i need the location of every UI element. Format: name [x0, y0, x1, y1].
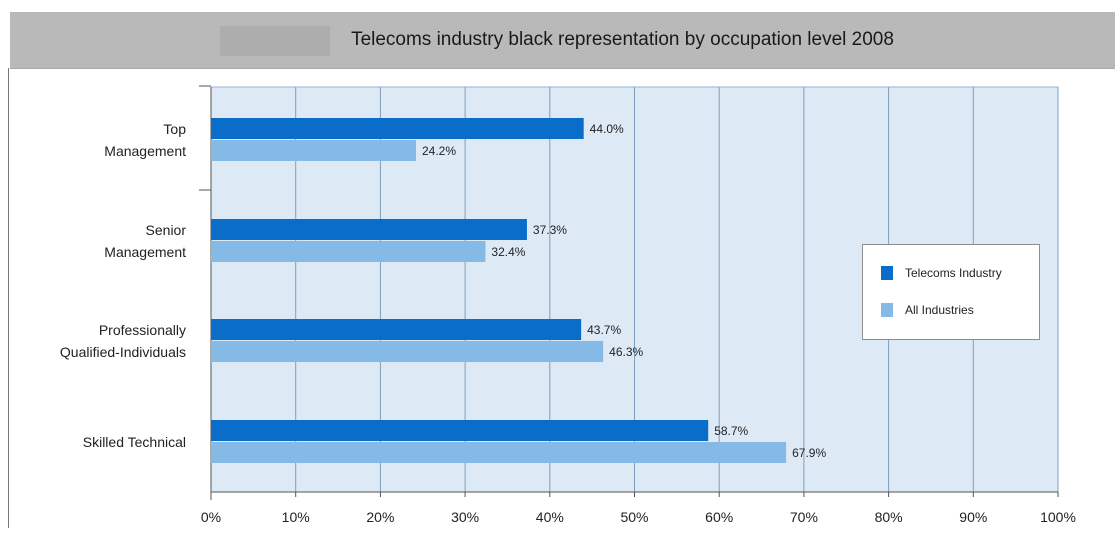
x-tick-label: 0%	[201, 509, 221, 525]
x-tick-label: 30%	[451, 509, 479, 525]
x-tick-label: 10%	[282, 509, 310, 525]
x-tick-label: 80%	[875, 509, 903, 525]
frame-left-edge	[8, 68, 9, 528]
x-tick-label: 70%	[790, 509, 818, 525]
x-tick-label: 20%	[366, 509, 394, 525]
bar-telecoms	[211, 219, 527, 240]
legend-swatch-telecoms	[881, 266, 893, 280]
chart-title: Telecoms industry black representation b…	[351, 29, 894, 50]
bar-telecoms	[211, 319, 582, 340]
x-tick-label: 50%	[620, 509, 648, 525]
x-tick-label: 60%	[705, 509, 733, 525]
category-label-line: Management	[104, 142, 186, 159]
category-label-line: Professionally	[98, 321, 186, 338]
legend-label-all-industries: All Industries	[905, 303, 974, 317]
chart-title-bar: Telecoms industry black representation b…	[10, 12, 1115, 69]
bar-all-industries	[211, 341, 604, 362]
data-label: 58.7%	[714, 424, 748, 438]
category-label-line: Senior	[145, 221, 186, 238]
data-label: 46.3%	[609, 345, 643, 359]
bar-all-industries	[211, 241, 486, 262]
data-label: 32.4%	[491, 245, 525, 259]
category-label: Senior Management	[0, 219, 186, 263]
x-tick-label: 100%	[1040, 509, 1076, 525]
x-tick-label: 40%	[536, 509, 564, 525]
category-label-line: Qualified-Individuals	[59, 343, 186, 360]
category-label: Skilled Technical	[0, 431, 186, 453]
x-tick-label: 90%	[959, 509, 987, 525]
category-label: Top Management	[0, 118, 186, 162]
legend-item-telecoms: Telecoms Industry	[881, 265, 1002, 281]
category-label-line: Management	[104, 243, 186, 260]
bar-all-industries	[211, 442, 787, 463]
bar-all-industries	[211, 140, 416, 161]
legend: Telecoms Industry All Industries	[862, 244, 1040, 340]
data-label: 37.3%	[533, 223, 567, 237]
data-label: 24.2%	[422, 144, 456, 158]
category-label-line: Skilled Technical	[82, 433, 186, 450]
bar-telecoms	[211, 420, 709, 441]
legend-swatch-all-industries	[881, 303, 893, 317]
category-label: Professionally Qualified-Individuals	[0, 319, 186, 363]
data-label: 44.0%	[590, 122, 624, 136]
title-smudge	[220, 26, 330, 56]
data-label: 67.9%	[792, 446, 826, 460]
bar-telecoms	[211, 118, 584, 139]
category-label-line: Top	[163, 120, 186, 137]
legend-item-all-industries: All Industries	[881, 302, 974, 318]
data-label: 43.7%	[587, 323, 621, 337]
legend-label-telecoms: Telecoms Industry	[905, 266, 1002, 280]
